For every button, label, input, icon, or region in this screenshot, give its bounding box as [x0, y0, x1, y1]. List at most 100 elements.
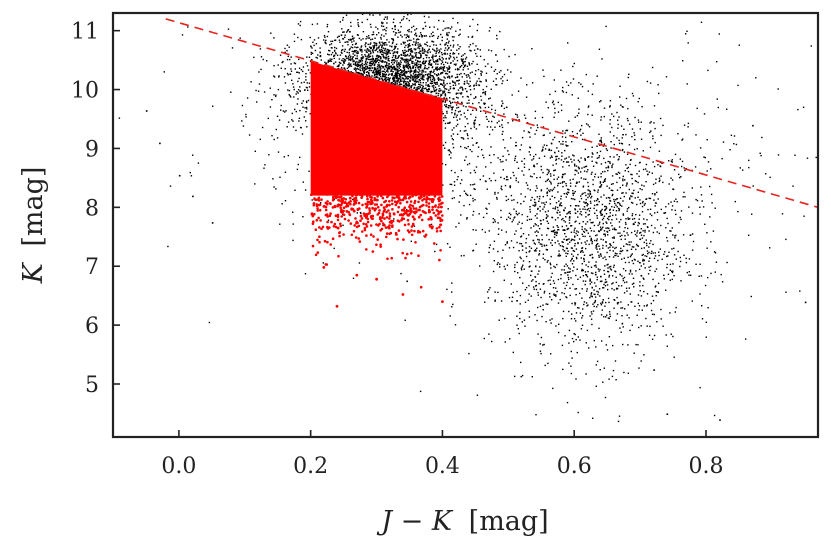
- data-point: [423, 52, 425, 54]
- data-point: [392, 31, 395, 33]
- data-point: [541, 243, 543, 245]
- data-point: [651, 313, 654, 315]
- data-point: [536, 319, 538, 322]
- data-point: [392, 38, 394, 40]
- data-point: [388, 79, 390, 82]
- data-point: [408, 19, 410, 22]
- data-point: [363, 72, 365, 74]
- data-point: [391, 27, 394, 30]
- data-point: [593, 224, 596, 227]
- data-point: [580, 197, 583, 200]
- data-point: [350, 55, 352, 58]
- data-point: [534, 110, 537, 113]
- data-point: [472, 60, 474, 63]
- data-point: [394, 81, 396, 83]
- data-point: [422, 87, 424, 89]
- data-point: [449, 66, 451, 69]
- data-point: [383, 61, 385, 63]
- data-point: [515, 230, 517, 232]
- data-point: [580, 177, 582, 179]
- data-point: [404, 34, 406, 36]
- data-point: [465, 56, 468, 59]
- data-point: [361, 67, 363, 69]
- data-point: [636, 230, 639, 232]
- data-point: [576, 307, 579, 309]
- data-point: [608, 336, 611, 338]
- data-point: [336, 36, 339, 38]
- data-point: [311, 52, 314, 54]
- data-point: [452, 190, 454, 192]
- data-point: [352, 56, 354, 58]
- data-point: [358, 37, 361, 40]
- data-point: [470, 113, 472, 116]
- data-point: [393, 78, 395, 80]
- data-point: [431, 80, 434, 83]
- data-point: [585, 373, 587, 375]
- data-point: [347, 44, 349, 46]
- data-point: [612, 344, 614, 347]
- data-point: [686, 271, 688, 274]
- data-point: [395, 32, 398, 34]
- data-point: [535, 202, 537, 204]
- data-point: [444, 47, 447, 49]
- data-point: [382, 51, 384, 54]
- data-point: [445, 72, 447, 75]
- data-point: [387, 74, 390, 76]
- data-point: [405, 65, 407, 67]
- data-point: [371, 60, 373, 62]
- data-point: [405, 37, 407, 39]
- data-point: [560, 202, 562, 204]
- data-point: [563, 282, 565, 284]
- data-point: [354, 67, 356, 69]
- data-point: [584, 235, 586, 238]
- data-point: [379, 78, 381, 80]
- data-point: [429, 82, 432, 84]
- data-point: [571, 131, 574, 133]
- data-point: [320, 59, 322, 61]
- data-point: [609, 315, 611, 318]
- data-point: [566, 213, 568, 215]
- data-point: [382, 66, 385, 68]
- data-point: [297, 92, 299, 94]
- data-point: [432, 54, 434, 56]
- data-point: [448, 75, 450, 77]
- data-point: [480, 110, 482, 112]
- data-point: [342, 31, 344, 33]
- data-point: [292, 86, 295, 88]
- data-point: [488, 98, 490, 100]
- data-point: [428, 76, 430, 78]
- data-point: [431, 35, 433, 37]
- data-point: [586, 171, 588, 173]
- data-point: [647, 252, 649, 255]
- data-point: [657, 282, 660, 285]
- data-point: [379, 75, 382, 78]
- data-point: [631, 260, 633, 262]
- data-point: [582, 308, 584, 310]
- data-point: [356, 34, 359, 36]
- data-point: [398, 77, 400, 80]
- data-point: [255, 89, 257, 92]
- data-point: [331, 40, 334, 42]
- data-point: [555, 163, 557, 165]
- data-point: [475, 45, 477, 47]
- data-point: [357, 68, 360, 70]
- data-point: [608, 218, 610, 221]
- data-point: [392, 71, 394, 73]
- data-point: [616, 181, 618, 184]
- data-point: [387, 59, 389, 61]
- data-point: [475, 82, 477, 84]
- data-point: [587, 185, 590, 188]
- data-point: [691, 212, 694, 214]
- data-point: [705, 336, 707, 338]
- data-point: [472, 102, 474, 105]
- data-point: [359, 50, 362, 52]
- data-point: [291, 119, 293, 121]
- data-point: [552, 280, 555, 282]
- data-point: [567, 84, 570, 87]
- data-point: [656, 321, 658, 323]
- data-point: [583, 170, 586, 172]
- data-point: [571, 141, 573, 143]
- data-point: [600, 229, 602, 231]
- data-point: [284, 51, 286, 53]
- data-point: [639, 232, 641, 234]
